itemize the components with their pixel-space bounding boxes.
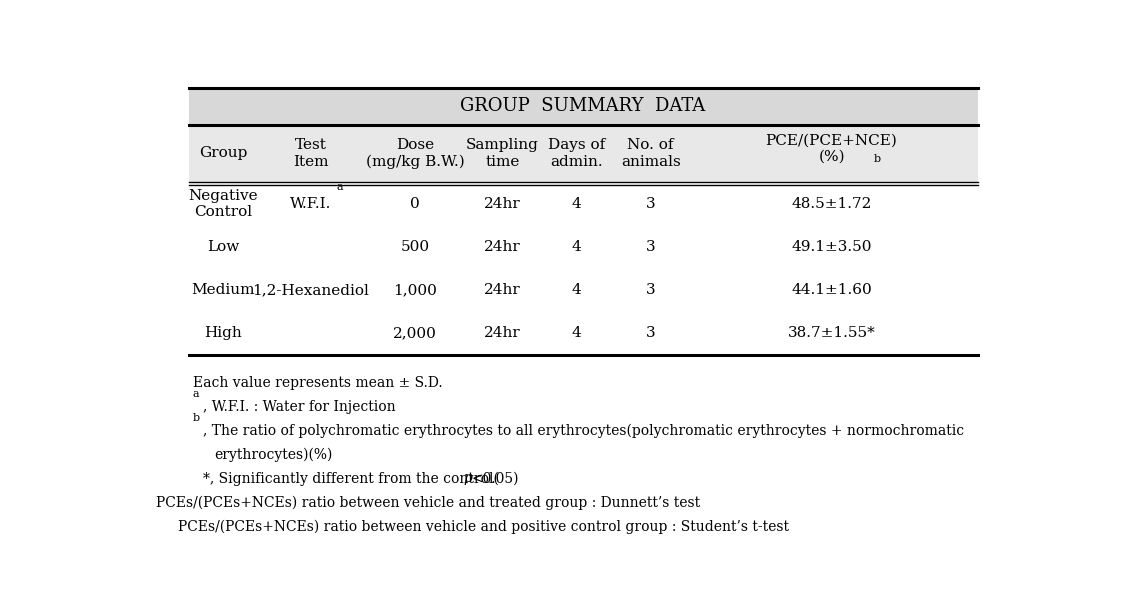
Text: 3: 3 [646,283,656,297]
Text: p: p [464,471,472,486]
Text: , The ratio of polychromatic erythrocytes to all erythrocytes(polychromatic eryt: , The ratio of polychromatic erythrocyte… [204,423,964,438]
Text: GROUP  SUMMARY  DATA: GROUP SUMMARY DATA [460,97,705,115]
Text: 49.1±3.50: 49.1±3.50 [791,240,872,254]
Text: <0.05): <0.05) [472,471,520,486]
Text: No. of
animals: No. of animals [621,138,681,169]
Text: Each value represents mean ± S.D.: Each value represents mean ± S.D. [193,376,442,390]
Text: 2,000: 2,000 [394,327,438,340]
Bar [189,88,978,125]
Text: 48.5±1.72: 48.5±1.72 [791,197,872,211]
Text: 24hr: 24hr [484,327,521,340]
Text: 3: 3 [646,327,656,340]
Bar [189,125,978,182]
Text: Low: Low [207,240,240,254]
Text: Dose
(mg/kg B.W.): Dose (mg/kg B.W.) [366,138,465,169]
Text: PCEs/(PCEs+NCEs) ratio between vehicle and treated group : Dunnett’s test: PCEs/(PCEs+NCEs) ratio between vehicle a… [156,495,701,509]
Text: 1,2-Hexanediol: 1,2-Hexanediol [252,283,369,297]
Text: b: b [193,413,200,423]
Text: *, Significantly different from the control(: *, Significantly different from the cont… [204,471,500,486]
Text: 24hr: 24hr [484,197,521,211]
Text: a: a [193,389,199,399]
Text: erythrocytes)(%): erythrocytes)(%) [215,447,333,462]
Text: 4: 4 [572,327,582,340]
Text: Negative
Control: Negative Control [189,189,259,219]
Text: 24hr: 24hr [484,283,521,297]
Text: PCE/(PCE+NCE)
(%): PCE/(PCE+NCE) (%) [766,134,898,164]
Text: PCEs/(PCEs+NCEs) ratio between vehicle and positive control group : Student’s t-: PCEs/(PCEs+NCEs) ratio between vehicle a… [178,519,789,534]
Bar [189,182,978,355]
Text: 4: 4 [572,283,582,297]
Text: a: a [336,182,343,193]
Text: 38.7±1.55*: 38.7±1.55* [788,327,875,340]
Text: 3: 3 [646,197,656,211]
Text: 24hr: 24hr [484,240,521,254]
Text: b: b [873,154,881,164]
Text: Test
Item: Test Item [292,138,328,169]
Text: 44.1±1.60: 44.1±1.60 [791,283,872,297]
Text: Medium: Medium [191,283,255,297]
Text: 4: 4 [572,240,582,254]
Text: W.F.I.: W.F.I. [290,197,332,211]
Text: Group: Group [199,147,248,160]
Text: 3: 3 [646,240,656,254]
Text: 0: 0 [411,197,420,211]
Text: Days of
admin.: Days of admin. [548,138,605,169]
Text: 500: 500 [400,240,430,254]
Text: 4: 4 [572,197,582,211]
Text: Sampling
time: Sampling time [466,138,539,169]
Text: 1,000: 1,000 [394,283,438,297]
Text: High: High [205,327,242,340]
Text: , W.F.I. : Water for Injection: , W.F.I. : Water for Injection [204,399,396,414]
